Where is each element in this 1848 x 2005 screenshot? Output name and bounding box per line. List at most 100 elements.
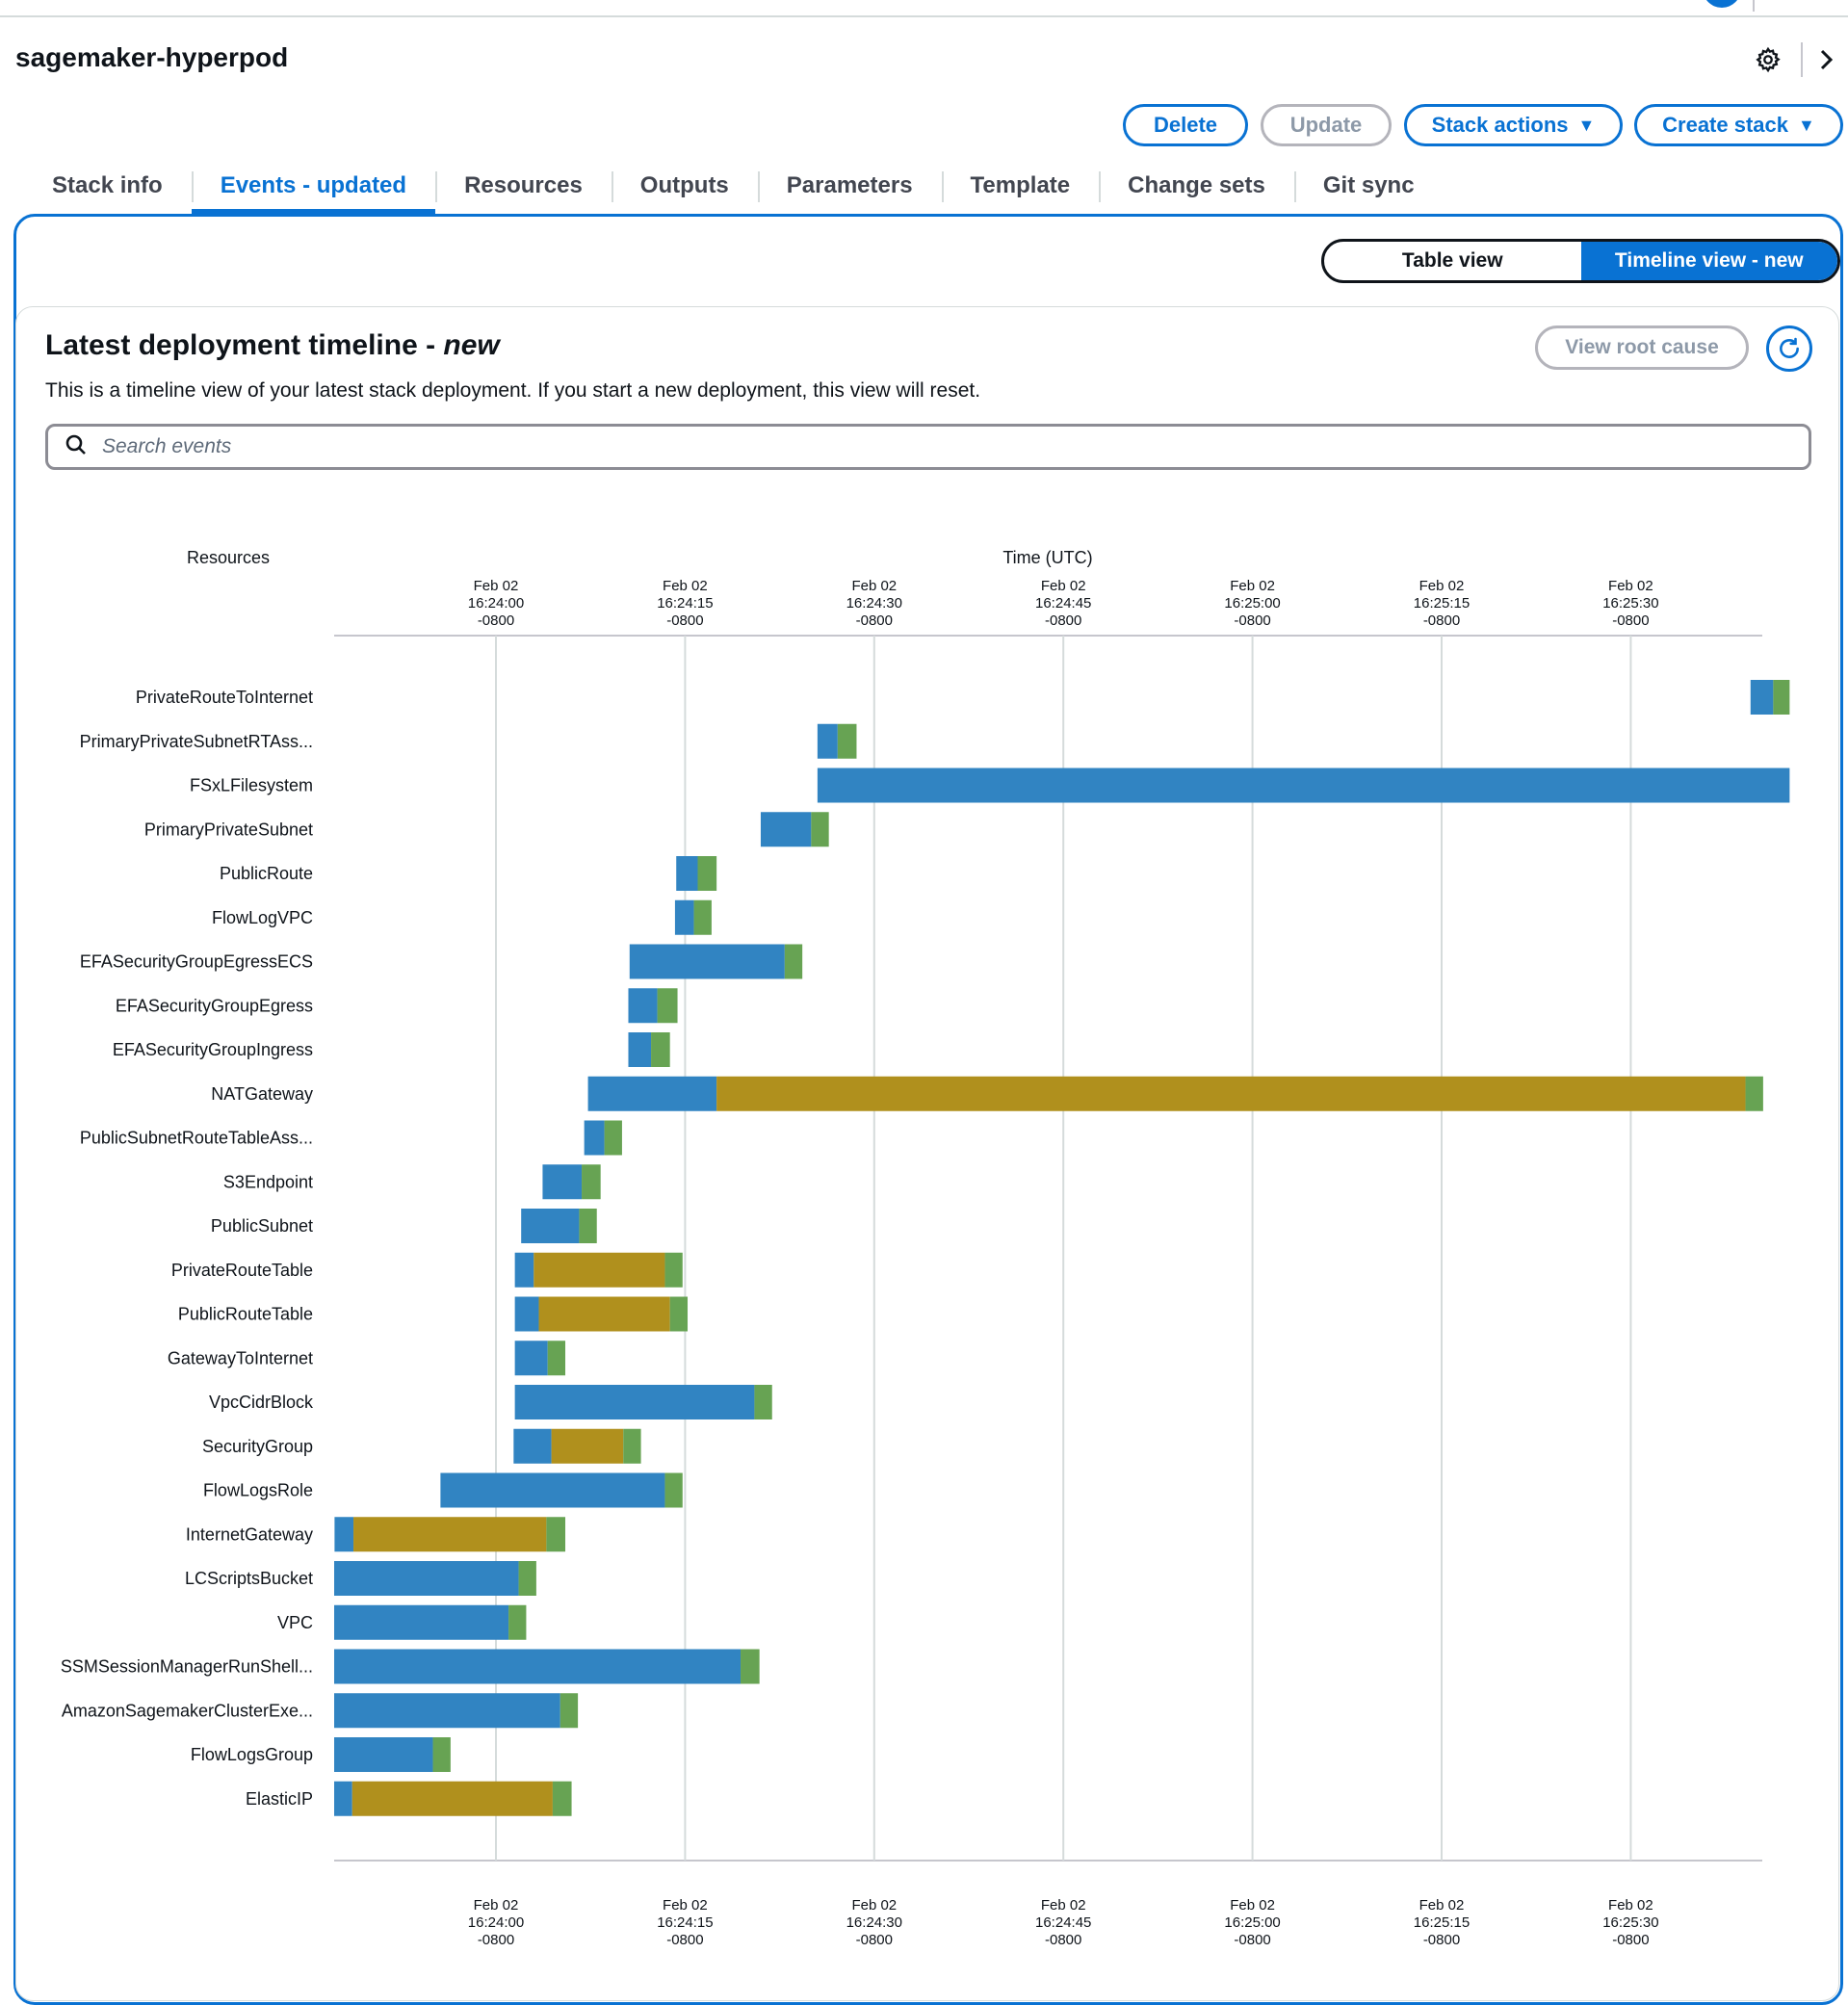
x-tick-label-bottom: Feb 02 <box>1041 1897 1086 1914</box>
bar-segment-in-progress <box>514 1385 755 1419</box>
x-tick-label-top: Feb 02 <box>1041 578 1086 594</box>
x-tick-label-top: -0800 <box>1423 612 1460 629</box>
tab-parameters[interactable]: Parameters <box>757 158 942 214</box>
bar-segment-in-progress <box>334 1781 352 1816</box>
x-tick-label-bottom: 16:25:15 <box>1414 1914 1470 1931</box>
bar-segment-complete <box>547 1341 566 1376</box>
chevron-right-icon[interactable] <box>1809 42 1843 77</box>
caret-down-icon: ▼ <box>1577 115 1596 135</box>
bar-segment-in-progress <box>584 1120 605 1156</box>
bar-segment-complete <box>582 1164 601 1200</box>
bar-segment-in-progress <box>334 1561 519 1596</box>
x-tick-label-top: Feb 02 <box>474 578 519 594</box>
bar-segment-configuration-complete <box>534 1252 665 1288</box>
caret-down-icon: ▼ <box>1798 115 1815 135</box>
bar-segment-complete <box>518 1561 536 1596</box>
bar-segment-complete <box>664 1252 683 1288</box>
resource-label: PublicSubnetRouteTableAss... <box>80 1129 313 1148</box>
stack-actions-button[interactable]: Stack actions ▼ <box>1404 104 1623 146</box>
resource-label: VPC <box>277 1613 313 1632</box>
tab-stack-info[interactable]: Stack info <box>52 172 163 198</box>
bar-segment-in-progress <box>817 723 838 759</box>
x-tick-label-top: 16:25:00 <box>1224 595 1280 612</box>
bar-segment-in-progress <box>587 1076 717 1111</box>
search-input[interactable] <box>100 434 1741 459</box>
bar-segment-in-progress <box>674 899 694 935</box>
bar-segment-in-progress <box>542 1164 583 1200</box>
bar-segment-in-progress <box>514 1252 534 1288</box>
delete-button-label: Delete <box>1153 113 1218 137</box>
bar-segment-in-progress <box>521 1209 580 1243</box>
resource-label: PublicRoute <box>220 864 313 883</box>
resource-label: EFASecurityGroupEgressECS <box>80 952 313 972</box>
resource-label: FlowLogsGroup <box>191 1745 313 1764</box>
bar-segment-in-progress <box>334 1649 742 1684</box>
update-button[interactable]: Update <box>1261 104 1392 146</box>
bar-segment-complete <box>811 812 829 847</box>
bar-segment-complete <box>657 988 678 1024</box>
bar-segment-in-progress <box>817 768 1790 803</box>
tab-git-sync[interactable]: Git sync <box>1293 158 1444 214</box>
bar-segment-complete <box>623 1428 641 1464</box>
x-tick-label-top: 16:24:45 <box>1035 595 1091 612</box>
refresh-icon[interactable] <box>1766 325 1812 372</box>
gear-icon[interactable] <box>1751 42 1785 77</box>
x-tick-label-bottom: Feb 02 <box>663 1897 708 1914</box>
resource-label: VpcCidrBlock <box>209 1393 314 1412</box>
resource-label: PrimaryPrivateSubnet <box>144 820 313 839</box>
bar-segment-complete <box>560 1693 579 1729</box>
x-tick-label-bottom: Feb 02 <box>1230 1897 1275 1914</box>
x-tick-label-top: -0800 <box>1045 612 1081 629</box>
avatar[interactable] <box>1703 0 1741 8</box>
resource-label: InternetGateway <box>186 1524 313 1544</box>
x-tick-label-bottom: 16:24:15 <box>657 1914 713 1931</box>
bar-segment-in-progress <box>440 1472 665 1508</box>
x-tick-label-top: Feb 02 <box>851 578 897 594</box>
bar-segment-complete <box>579 1209 597 1243</box>
stack-actions-label: Stack actions <box>1431 113 1569 137</box>
x-tick-label-top: Feb 02 <box>1419 578 1465 594</box>
bar-segment-in-progress <box>629 944 785 979</box>
tab-template[interactable]: Template <box>941 158 1100 214</box>
tab-resources[interactable]: Resources <box>435 158 612 214</box>
resource-label: FlowLogVPC <box>212 908 313 927</box>
bar-segment-complete <box>693 899 712 935</box>
resource-label: PublicSubnet <box>211 1216 313 1236</box>
resource-label: PrivateRouteTable <box>171 1261 313 1280</box>
search-icon <box>65 434 87 460</box>
y-axis-title: Resources <box>187 548 270 567</box>
bar-segment-complete <box>837 723 857 759</box>
create-stack-label: Create stack <box>1662 113 1789 137</box>
tab-bar: Stack info Events - updated Resources Ou… <box>23 158 1444 214</box>
resource-label: GatewayToInternet <box>168 1348 313 1367</box>
search-box <box>45 424 1811 470</box>
bar-segment-complete <box>741 1649 760 1684</box>
x-tick-label-bottom: 16:24:30 <box>846 1914 902 1931</box>
bar-segment-complete <box>1745 1076 1763 1111</box>
resource-label: FSxLFilesystem <box>190 776 313 795</box>
bar-segment-complete <box>664 1472 683 1508</box>
x-tick-label-bottom: -0800 <box>1612 1932 1649 1948</box>
x-tick-label-bottom: 16:24:00 <box>468 1914 524 1931</box>
table-view-button[interactable]: Table view <box>1401 249 1503 272</box>
bar-segment-in-progress <box>334 1604 509 1640</box>
timeline-view-button[interactable]: Timeline view - new <box>1580 242 1837 280</box>
create-stack-button[interactable]: Create stack ▼ <box>1634 104 1843 146</box>
tab-outputs[interactable]: Outputs <box>611 158 758 214</box>
panel-title: Latest deployment timeline - new <box>45 329 500 362</box>
resource-label: PrimaryPrivateSubnetRTAss... <box>80 732 313 751</box>
x-tick-label-bottom: -0800 <box>1423 1932 1460 1948</box>
bar-segment-complete <box>1773 680 1790 715</box>
tab-events[interactable]: Events - updated <box>191 158 436 214</box>
x-tick-label-bottom: -0800 <box>856 1932 893 1948</box>
bar-segment-in-progress <box>628 1032 652 1067</box>
x-tick-label-bottom: Feb 02 <box>1608 1897 1653 1914</box>
bar-segment-in-progress <box>334 1737 433 1772</box>
bar-segment-in-progress <box>628 988 658 1024</box>
view-root-cause-button[interactable]: View root cause <box>1535 325 1749 370</box>
bar-segment-in-progress <box>676 856 698 891</box>
tab-change-sets[interactable]: Change sets <box>1099 158 1294 214</box>
delete-button[interactable]: Delete <box>1123 104 1248 146</box>
resource-label: PublicRouteTable <box>178 1305 313 1324</box>
